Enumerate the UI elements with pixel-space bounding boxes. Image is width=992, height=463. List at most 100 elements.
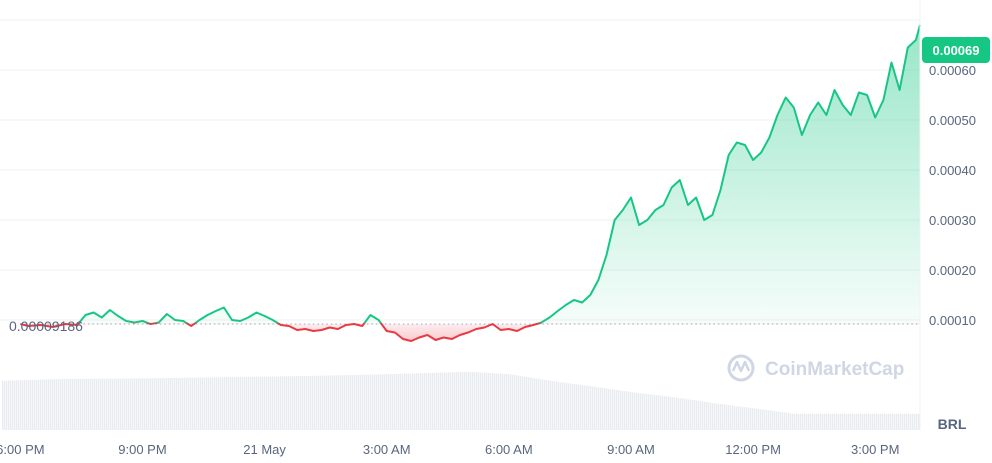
volume-bar [726, 404, 728, 430]
volume-bar [100, 378, 102, 430]
volume-bar [336, 375, 338, 430]
volume-bar [818, 413, 820, 430]
volume-bar [492, 373, 494, 430]
volume-bar [112, 378, 114, 430]
volume-bar [728, 405, 730, 430]
currency-label: BRL [938, 416, 967, 432]
volume-bar [36, 379, 38, 430]
volume-bar [676, 397, 678, 430]
volume-bar [858, 413, 860, 430]
volume-bar [496, 373, 498, 430]
volume-bar [680, 398, 682, 430]
volume-bar [620, 390, 622, 430]
volume-bar [674, 397, 676, 430]
volume-bar [136, 378, 138, 430]
volume-bar [738, 406, 740, 430]
volume-bar [6, 380, 8, 430]
volume-bar [102, 378, 104, 430]
volume-bar [682, 398, 684, 430]
volume-bar [626, 391, 628, 430]
volume-bar [734, 405, 736, 430]
last-price-value: 0.00069 [933, 43, 980, 58]
volume-bar [310, 375, 312, 430]
volume-bar [768, 410, 770, 430]
volume-bar [688, 399, 690, 430]
y-tick-label: 0.00010 [929, 313, 976, 328]
volume-bar [758, 409, 760, 430]
volume-bar [642, 393, 644, 430]
x-tick-label: 9:00 PM [118, 442, 166, 457]
volume-bar [624, 391, 626, 430]
volume-bar [80, 378, 82, 430]
volume-bar [196, 377, 198, 430]
volume-bar [854, 413, 856, 430]
volume-bar [718, 403, 720, 430]
volume-bar [558, 381, 560, 430]
volume-bar [442, 372, 444, 430]
volume-bar [888, 413, 890, 430]
volume-bar [66, 378, 68, 430]
volume-bar [876, 413, 878, 430]
volume-bar [914, 413, 916, 430]
volume-bar [286, 376, 288, 430]
volume-bar [582, 385, 584, 430]
volume-bar [56, 379, 58, 430]
volume-bar [324, 375, 326, 430]
volume-bar [228, 377, 230, 430]
volume-bar [848, 413, 850, 430]
volume-bar [618, 390, 620, 430]
volume-bar [834, 413, 836, 430]
volume-bar [220, 377, 222, 430]
volume-bar [304, 376, 306, 430]
volume-bar [276, 376, 278, 430]
volume-bar [756, 408, 758, 430]
volume-bar [788, 413, 790, 430]
price-line [20, 24, 921, 342]
volume-bar [292, 376, 294, 430]
volume-bar [606, 388, 608, 430]
volume-bar [868, 413, 870, 430]
baseline-price-label: 0.00009186 [9, 318, 83, 334]
volume-bar [318, 375, 320, 430]
volume-bar [592, 386, 594, 430]
volume-bar [706, 402, 708, 430]
volume-bar [8, 380, 10, 430]
volume-bar [560, 382, 562, 430]
volume-bar [88, 378, 90, 430]
volume-bar [212, 377, 214, 430]
volume-bar [890, 413, 892, 430]
volume-bar [22, 380, 24, 430]
volume-bar [856, 413, 858, 430]
x-tick-label: 3:00 AM [363, 442, 411, 457]
volume-bar [504, 373, 506, 430]
volume-bar [12, 380, 14, 430]
volume-bar [60, 379, 62, 430]
volume-bar [468, 371, 470, 430]
volume-bar [748, 407, 750, 430]
volume-bar [218, 377, 220, 430]
volume-bar [234, 377, 236, 430]
volume-bar [152, 378, 154, 430]
volume-bar [576, 384, 578, 430]
volume-bar [154, 378, 156, 430]
volume-bar [182, 377, 184, 430]
volume-bar [616, 389, 618, 430]
volume-bar [530, 377, 532, 430]
volume-bar [522, 376, 524, 430]
volume-bar [774, 411, 776, 430]
volume-bar [68, 378, 70, 430]
volume-bar [512, 374, 514, 430]
volume-bar [740, 406, 742, 430]
volume-bar [824, 413, 826, 430]
volume-bar [656, 395, 658, 430]
volume-bar [264, 376, 266, 430]
volume-bar [546, 380, 548, 430]
volume-bar [742, 406, 744, 430]
volume-bar [500, 373, 502, 430]
volume-bar [776, 411, 778, 430]
volume-bar [134, 378, 136, 430]
volume-bar [222, 377, 224, 430]
volume-bar [34, 379, 36, 430]
volume-bar [432, 372, 434, 430]
